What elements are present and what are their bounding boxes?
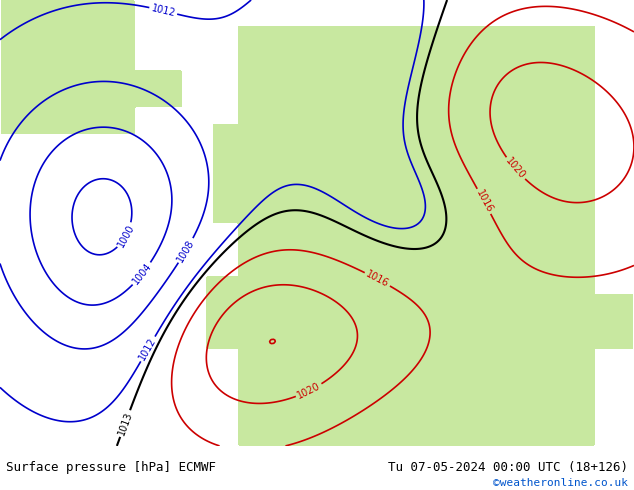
Text: 1012: 1012 <box>150 3 176 19</box>
Text: 1020: 1020 <box>503 156 527 181</box>
Text: 1016: 1016 <box>474 188 495 215</box>
Text: 1013: 1013 <box>116 410 134 437</box>
Text: 1000: 1000 <box>115 222 136 249</box>
Text: 1012: 1012 <box>138 336 158 362</box>
Text: Surface pressure [hPa] ECMWF: Surface pressure [hPa] ECMWF <box>6 462 216 474</box>
Text: 1004: 1004 <box>131 261 153 287</box>
Text: 1008: 1008 <box>176 238 197 264</box>
Text: 1020: 1020 <box>295 381 322 401</box>
Text: 1016: 1016 <box>365 269 391 289</box>
Text: Tu 07-05-2024 00:00 UTC (18+126): Tu 07-05-2024 00:00 UTC (18+126) <box>387 462 628 474</box>
Text: ©weatheronline.co.uk: ©weatheronline.co.uk <box>493 478 628 488</box>
